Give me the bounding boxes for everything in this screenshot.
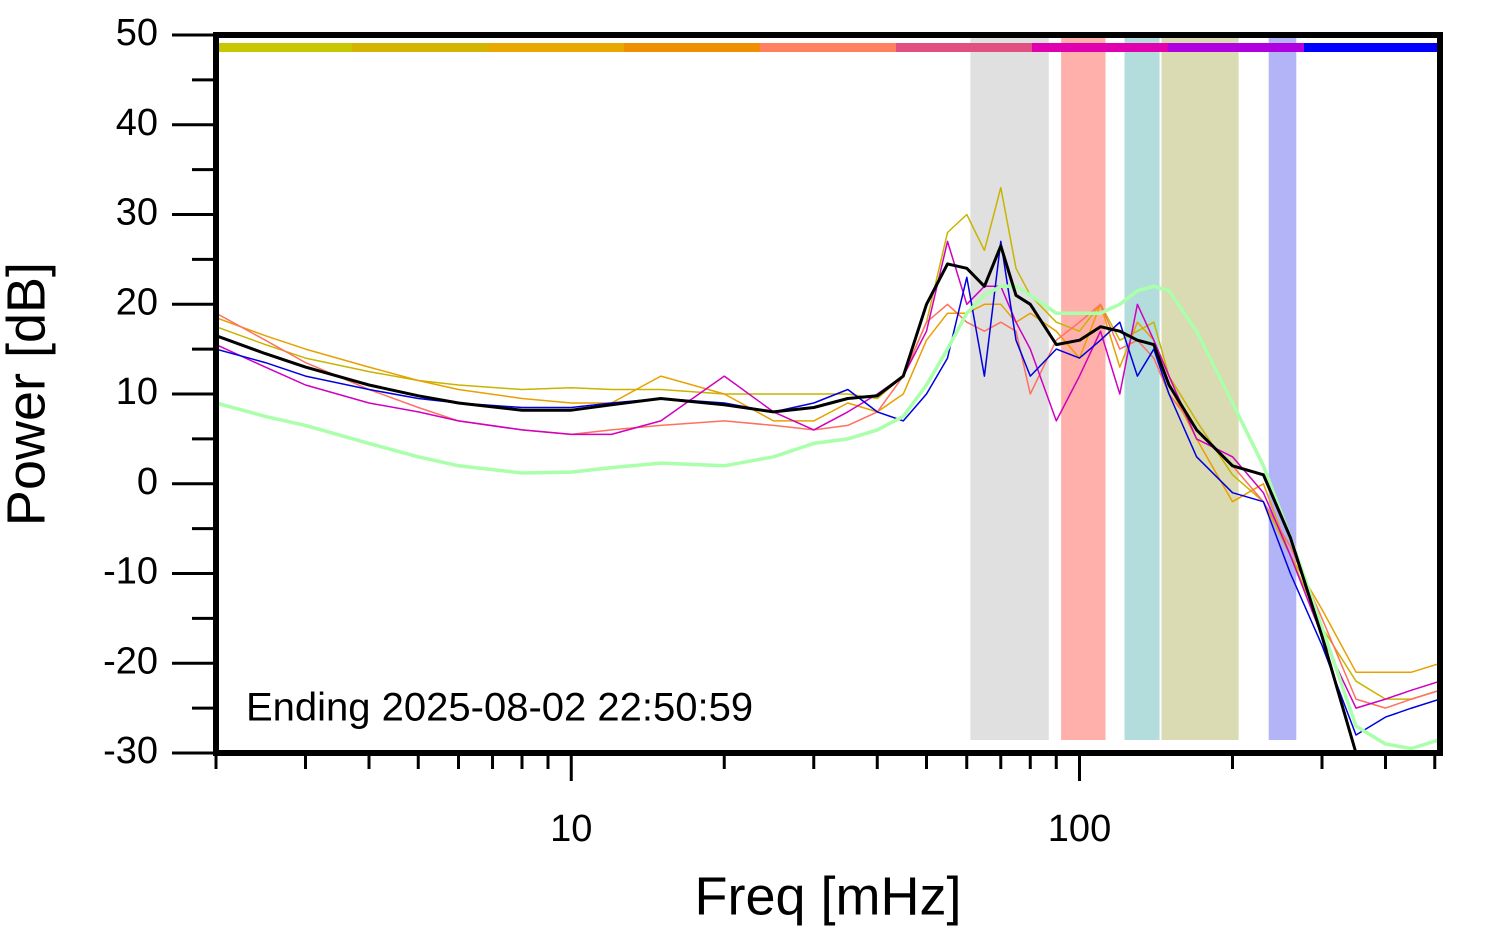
y-tick-label: 40: [116, 102, 158, 144]
series-line: [216, 186, 1440, 700]
bands: [216, 35, 1441, 740]
series-line: [216, 303, 1440, 709]
axes: -30 -20 -10 0 10 20 30 40 50 10 100: [103, 12, 1443, 850]
y-axis-label: Power [dB]: [0, 262, 56, 526]
color-key-segment: [1168, 43, 1305, 52]
y-tick-label: 10: [116, 371, 158, 413]
color-key-segment: [1032, 43, 1169, 52]
y-tick-label: 20: [116, 281, 158, 323]
y-tick-label: -10: [103, 551, 158, 593]
annotation: Ending 2025-08-02 22:50:59: [246, 686, 753, 730]
y-tick-label: 30: [116, 192, 158, 234]
series-line: [216, 240, 1440, 709]
band: [1161, 35, 1239, 740]
y-tick-label: -30: [103, 730, 158, 772]
series-line: [216, 244, 1358, 753]
color-key-segment: [624, 43, 761, 52]
x-tick-label: 10: [550, 808, 592, 850]
color-key-segment: [896, 43, 1033, 52]
x-axis-label: Freq [mHz]: [694, 866, 961, 926]
color-key-segment: [352, 43, 489, 52]
y-tick-label: 0: [137, 461, 158, 503]
y-tick-label: 50: [116, 12, 158, 54]
series-line: [216, 303, 1440, 673]
color-key-segment: [488, 43, 625, 52]
lines: [216, 186, 1440, 753]
series-line: [216, 284, 1440, 751]
color-key-segment: [760, 43, 897, 52]
color-key-segment: [1304, 43, 1441, 52]
band: [1268, 35, 1297, 740]
series-line: [216, 240, 1440, 736]
band: [1124, 35, 1160, 740]
band: [1061, 35, 1106, 740]
color-key-segment: [216, 43, 353, 52]
y-tick-label: -20: [103, 640, 158, 682]
band: [970, 35, 1049, 740]
x-tick-label: 100: [1048, 808, 1111, 850]
